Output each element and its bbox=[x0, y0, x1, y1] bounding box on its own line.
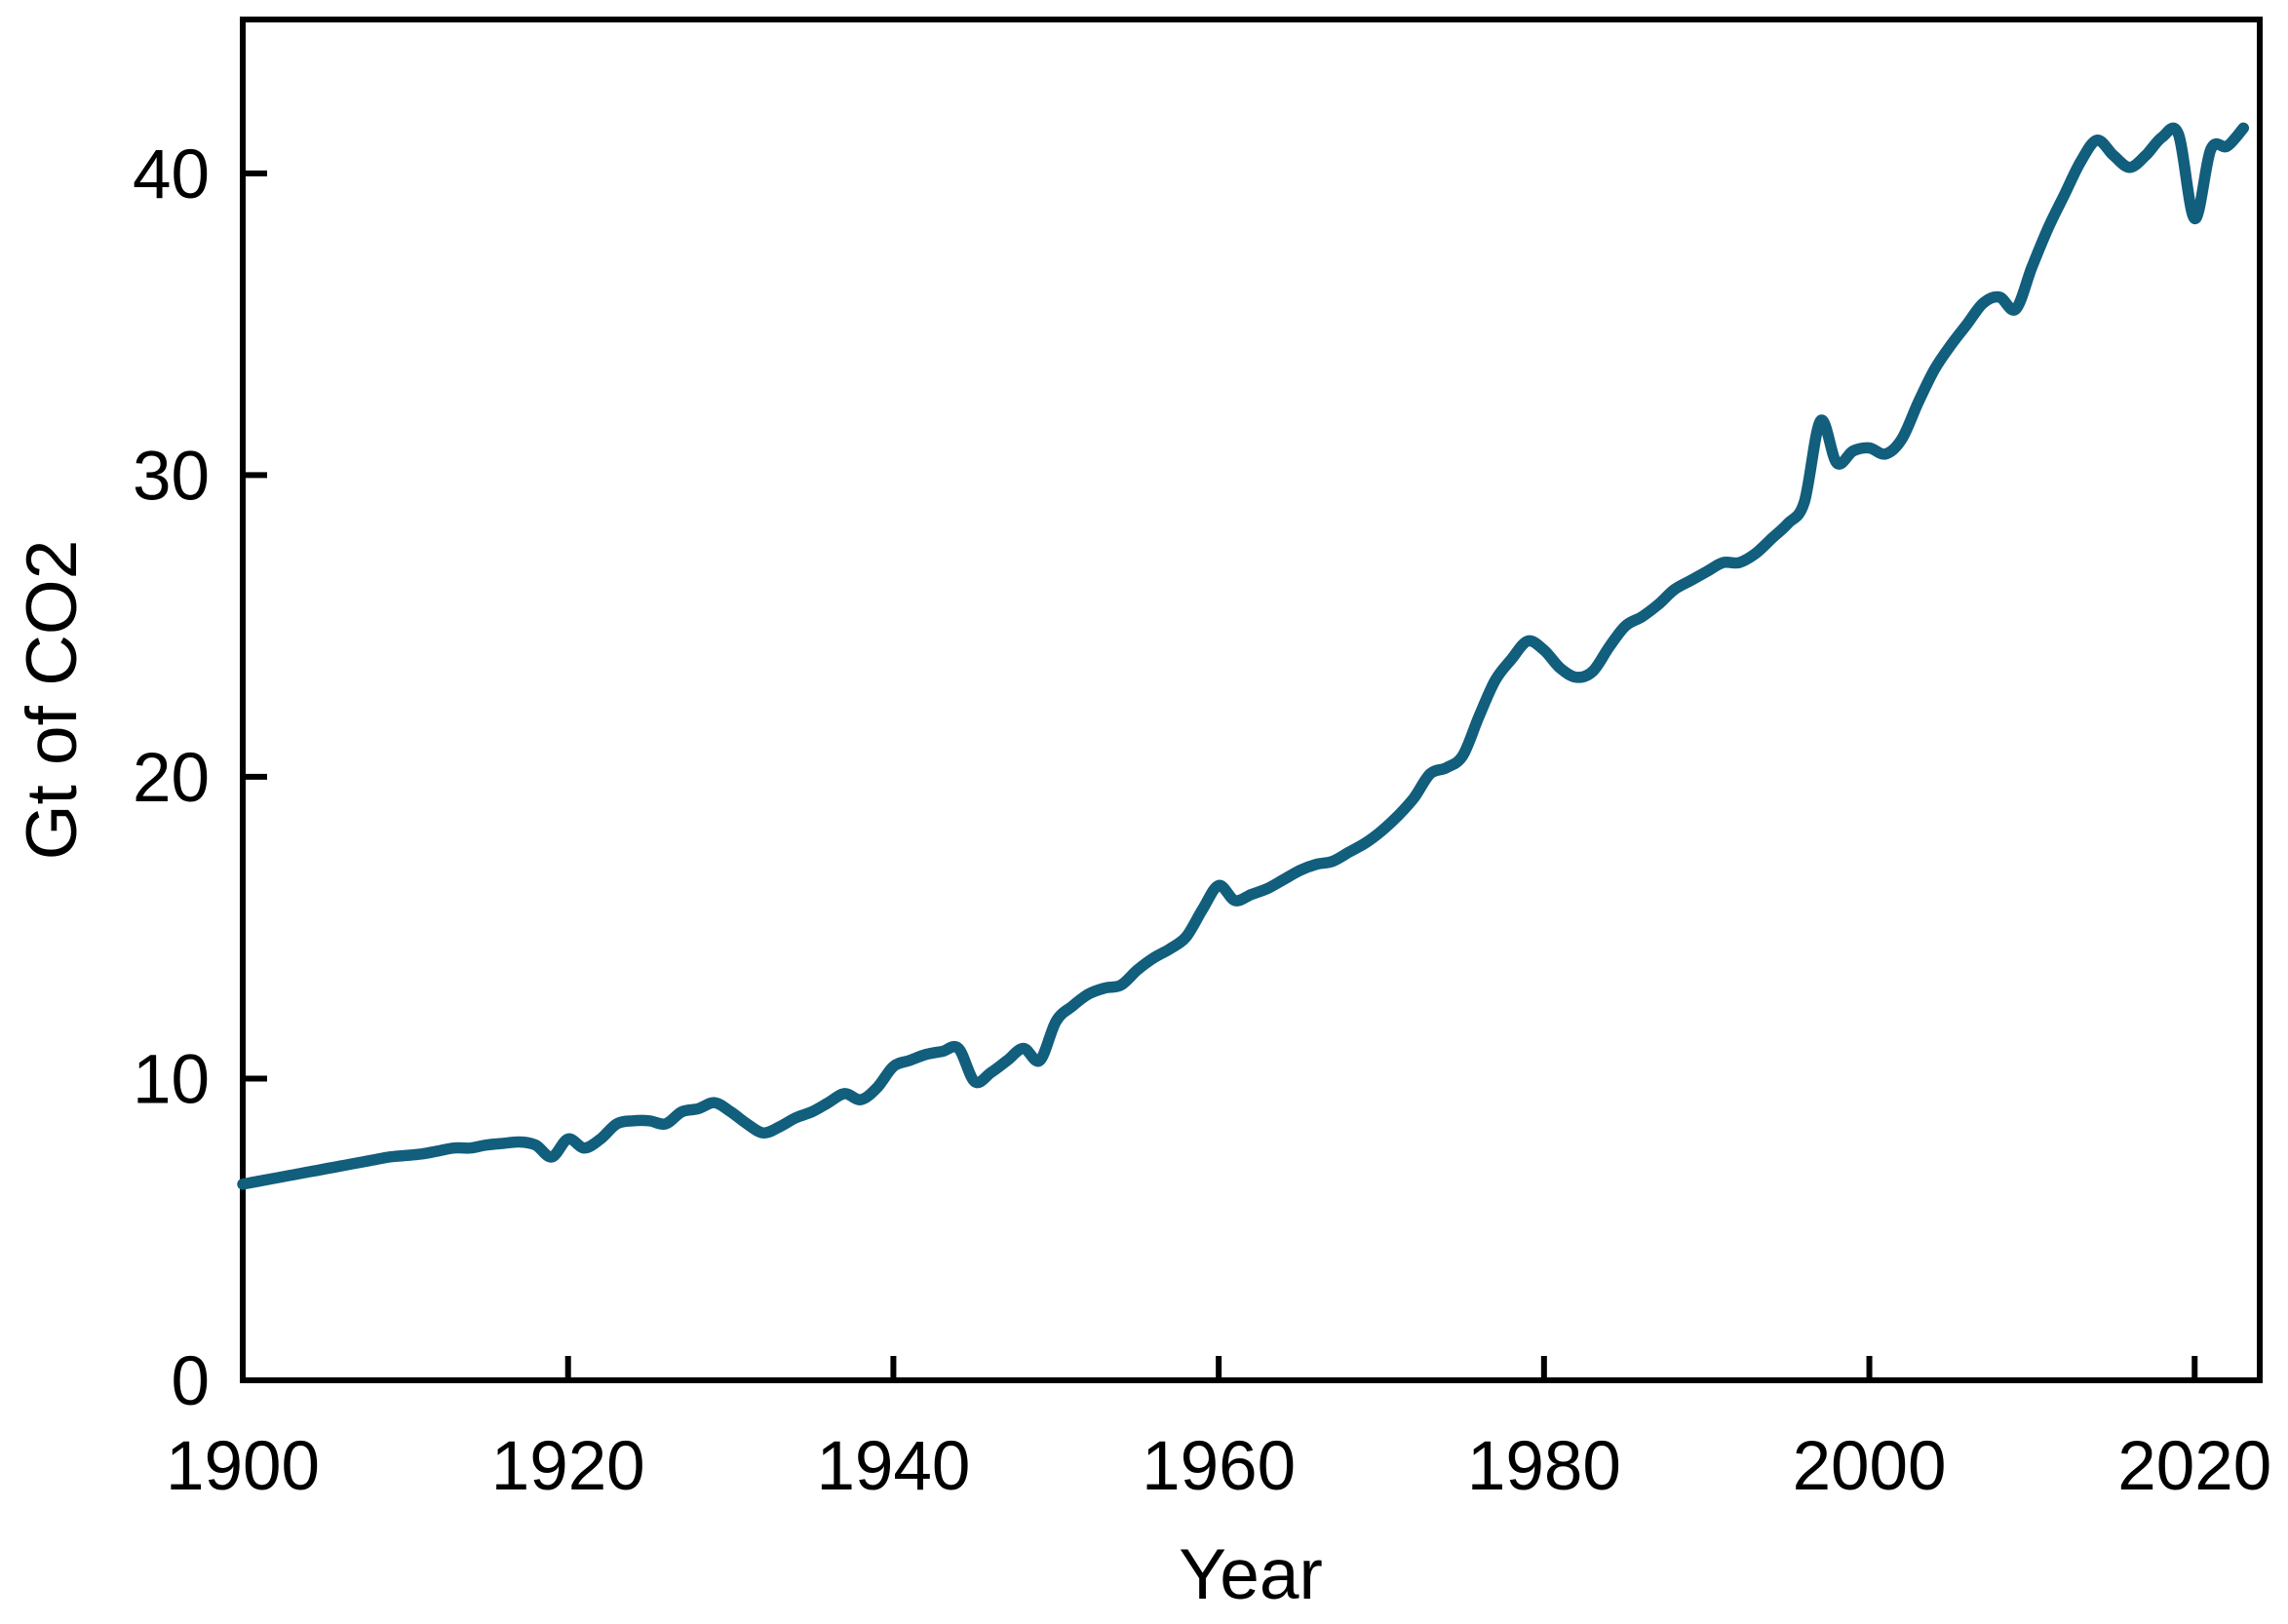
y-axis-title: Gt of CO2 bbox=[13, 540, 92, 861]
x-tick-label: 1900 bbox=[166, 1428, 320, 1505]
x-tick-label: 1940 bbox=[816, 1428, 970, 1505]
x-tick-label: 2000 bbox=[1793, 1428, 1947, 1505]
emissions-line bbox=[237, 122, 2250, 1190]
x-tick-label: 1980 bbox=[1467, 1428, 1621, 1505]
y-tick-label: 10 bbox=[133, 1041, 210, 1118]
x-tick-label: 1920 bbox=[491, 1428, 645, 1505]
data-series-group bbox=[237, 122, 2250, 1190]
plot-frame bbox=[240, 17, 2263, 1383]
x-tick-label: 2020 bbox=[2117, 1428, 2271, 1505]
y-axis: 0 10 20 30 40 bbox=[133, 136, 267, 1420]
y-tick-label: 30 bbox=[133, 438, 210, 515]
x-axis-title: Year bbox=[1179, 1535, 1323, 1614]
x-tick-label: 1960 bbox=[1142, 1428, 1296, 1505]
y-tick-label: 0 bbox=[172, 1343, 211, 1420]
x-axis: 1900 1920 1940 1960 1980 2000 2020 bbox=[166, 1356, 2271, 1505]
y-tick-label: 40 bbox=[133, 136, 210, 213]
y-tick-label: 20 bbox=[133, 740, 210, 817]
